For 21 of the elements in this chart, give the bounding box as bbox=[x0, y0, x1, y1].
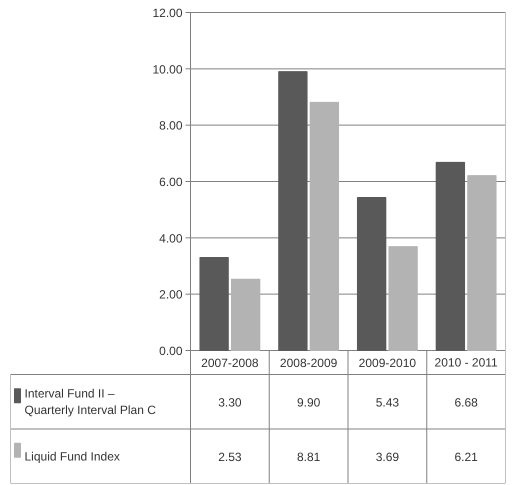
data-label: 6.68 bbox=[454, 395, 478, 410]
legend-label: Liquid Fund Index bbox=[24, 449, 120, 464]
y-tick-label: 4.00 bbox=[159, 231, 183, 246]
legend-label: Interval Fund II – Quarterly Interval Plan C bbox=[24, 386, 156, 418]
x-tick-label: 2008-2009 bbox=[280, 356, 338, 370]
y-tick-label: 12.00 bbox=[152, 6, 183, 20]
data-label: 6.21 bbox=[454, 450, 478, 464]
data-label: 3.69 bbox=[376, 450, 400, 464]
y-tick-label: 10.00 bbox=[152, 62, 183, 76]
data-label: 2.53 bbox=[218, 450, 242, 464]
y-tick-label: 0.00 bbox=[159, 344, 183, 358]
data-label: 3.30 bbox=[218, 395, 242, 410]
y-tick-label: 6.00 bbox=[159, 175, 183, 189]
y-tick-label: 8.00 bbox=[159, 118, 183, 133]
data-label: 8.81 bbox=[296, 450, 321, 464]
x-tick-label: 2010 - 2011 bbox=[434, 356, 498, 370]
y-tick-label: 2.00 bbox=[159, 288, 183, 302]
data-label: 9.90 bbox=[296, 395, 321, 410]
x-tick-label: 2007-2008 bbox=[201, 356, 259, 370]
x-tick-label: 2009-2010 bbox=[358, 356, 416, 370]
data-label: 5.43 bbox=[376, 395, 400, 410]
